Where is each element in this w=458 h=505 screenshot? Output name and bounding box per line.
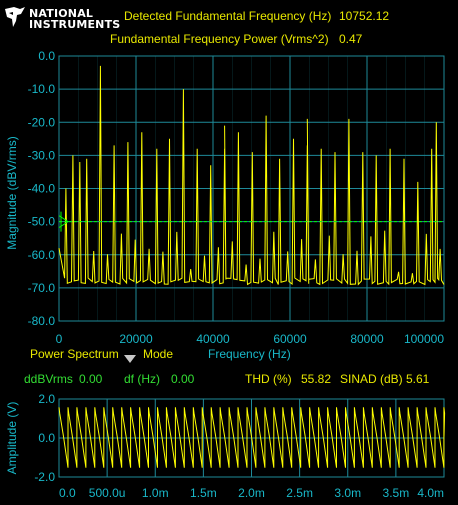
time-domain-graph[interactable]: Amplitude (V) 2.0 0.0 -2.0 0.0 500.0u 1.0m 1.…: [0, 390, 458, 505]
time-x-tick-label: 2.5m: [286, 486, 313, 500]
time-x-ticks: 0.0 500.0u 1.0m 1.5m 2.0m 2.5m 3.0m 3.5m 4.0m: [59, 486, 444, 500]
time-x-tick-label: 500.0u: [89, 486, 126, 500]
spectrum-trace: [58, 65, 445, 286]
ni-eagle-icon: [5, 7, 25, 27]
df-value: 0.00: [171, 372, 195, 386]
spectrum-y-tick-label: -70.0: [28, 281, 56, 295]
time-x-tick-label: 1.0m: [142, 486, 169, 500]
spectrum-x-tick-label: 0: [56, 332, 63, 346]
thd-value: 55.82: [301, 372, 332, 386]
spectrum-y-tick-label: 0.0: [38, 49, 55, 63]
time-y-ticks: 2.0 0.0 -2.0: [34, 392, 55, 484]
sinad-value: 5.61: [406, 372, 430, 386]
spectrum-x-tick-label: 40000: [196, 332, 230, 346]
power-spectrum-graph[interactable]: Magnitude (dBV/rms) 0.0 -10.0 -20.0 -30.0 -4…: [0, 48, 458, 350]
spectrum-y-ticks: 0.0 -10.0 -20.0 -30.0 -40.0 -50.0 -60.0 -70.0 -8…: [28, 49, 56, 328]
spectrum-x-ticks: 0 20000 40000 60000 80000 100000: [56, 332, 445, 346]
frequency-axis-label: Frequency (Hz): [208, 347, 291, 361]
spectrum-x-tick-label: 100000: [404, 332, 444, 346]
spectrum-y-tick-label: -20.0: [28, 115, 56, 129]
ni-logo: NATIONAL INSTRUMENTS: [4, 5, 120, 31]
ddbvrms-label: ddBVrms: [24, 372, 73, 386]
detected-frequency-label: Detected Fundamental Frequency (Hz): [124, 9, 332, 23]
logo-line1: NATIONAL: [29, 7, 94, 20]
time-trace: [58, 407, 446, 468]
detected-frequency-value: 10752.12: [339, 9, 390, 23]
time-y-tick-label: -2.0: [34, 470, 55, 484]
power-spectrum-label: Power Spectrum: [30, 347, 119, 361]
df-label: df (Hz): [124, 372, 160, 386]
time-x-tick-label: 0.0: [59, 486, 76, 500]
spectrum-y-tick-label: -30.0: [28, 148, 56, 162]
time-x-tick-label: 2.0m: [238, 486, 265, 500]
time-y-tick-label: 0.0: [38, 431, 55, 445]
cursor-marker-shape: [58, 215, 69, 229]
spectrum-x-tick-label: 80000: [350, 332, 384, 346]
time-y-tick-label: 2.0: [38, 392, 55, 406]
sinad-label: SINAD (dB): [340, 372, 403, 386]
cursor-marker-icon[interactable]: [58, 211, 69, 232]
time-y-axis-label: Amplitude (V): [5, 402, 19, 475]
time-x-tick-label: 4.0m: [417, 486, 444, 500]
time-x-tick-label: 3.5m: [383, 486, 410, 500]
spectrum-x-tick-label: 20000: [119, 332, 153, 346]
ddbvrms-value: 0.00: [79, 372, 103, 386]
thd-label: THD (%): [245, 372, 292, 386]
spectrum-y-axis-label: Magnitude (dBV/rms): [5, 136, 19, 249]
time-x-tick-label: 1.5m: [190, 486, 217, 500]
logo-line2: INSTRUMENTS: [29, 18, 121, 31]
spectrum-y-tick-label: -10.0: [28, 82, 56, 96]
spectrum-y-tick-label: -40.0: [28, 182, 56, 196]
mode-label: Mode: [143, 347, 174, 361]
fundamental-power-label: Fundamental Frequency Power (Vrms^2): [110, 32, 329, 46]
spectrum-x-tick-label: 60000: [273, 332, 307, 346]
spectrum-y-tick-label: -50.0: [28, 215, 56, 229]
fundamental-power-value: 0.47: [339, 32, 363, 46]
mode-dropdown[interactable]: [124, 350, 136, 368]
spectrum-y-tick-label: -80.0: [28, 314, 56, 328]
chevron-down-icon[interactable]: [124, 355, 136, 363]
time-x-tick-label: 3.0m: [334, 486, 361, 500]
spectrum-y-tick-label: -60.0: [28, 248, 56, 262]
